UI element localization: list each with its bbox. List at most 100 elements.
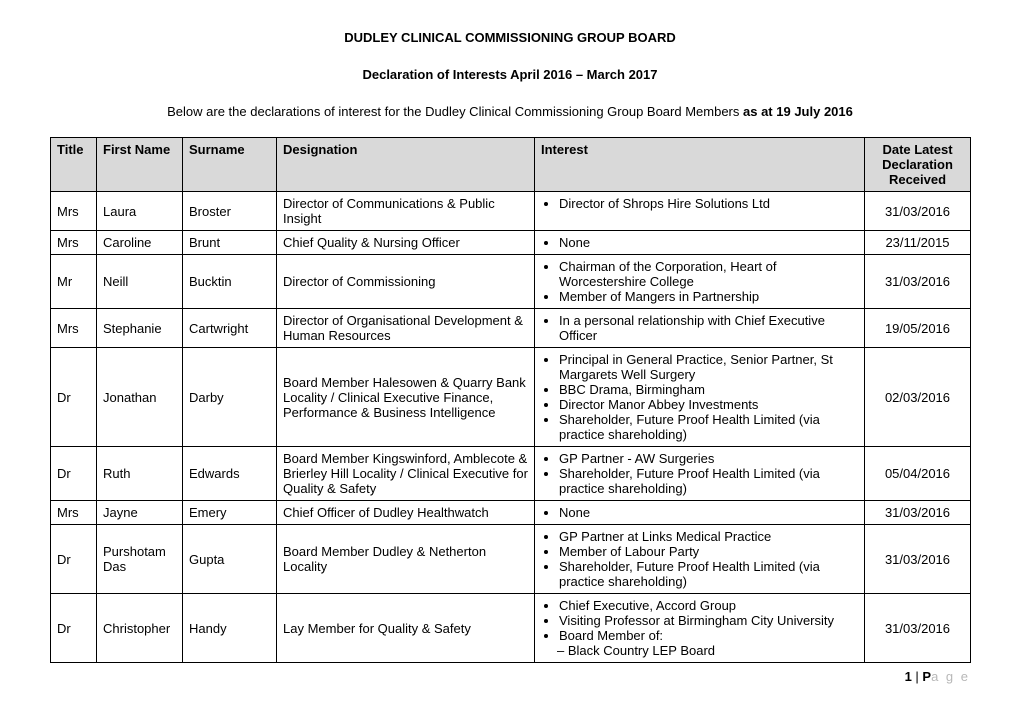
interest-list: GP Partner - AW SurgeriesShareholder, Fu…	[541, 451, 858, 496]
cell-interest: Principal in General Practice, Senior Pa…	[535, 348, 865, 447]
cell: Edwards	[183, 447, 277, 501]
interest-item: BBC Drama, Birmingham	[559, 382, 858, 397]
cell: Director of Communications & Public Insi…	[277, 192, 535, 231]
page-subtitle: Declaration of Interests April 2016 – Ma…	[50, 67, 970, 82]
col-date: Date Latest Declaration Received	[865, 138, 971, 192]
cell: Gupta	[183, 525, 277, 594]
intro-prefix: Below are the declarations of interest f…	[167, 104, 743, 119]
declarations-table: Title First Name Surname Designation Int…	[50, 137, 971, 663]
col-first: First Name	[97, 138, 183, 192]
interest-list: Chief Executive, Accord GroupVisiting Pr…	[541, 598, 858, 643]
footer-age: a g e	[931, 669, 970, 684]
cell: Caroline	[97, 231, 183, 255]
cell: Emery	[183, 501, 277, 525]
table-header-row: Title First Name Surname Designation Int…	[51, 138, 971, 192]
col-designation: Designation	[277, 138, 535, 192]
interest-item: None	[559, 505, 858, 520]
cell: Brunt	[183, 231, 277, 255]
cell: Dr	[51, 348, 97, 447]
interest-list: Chairman of the Corporation, Heart of Wo…	[541, 259, 858, 304]
table-body: MrsLauraBrosterDirector of Communication…	[51, 192, 971, 663]
cell: Dr	[51, 447, 97, 501]
col-surname: Surname	[183, 138, 277, 192]
cell: Handy	[183, 594, 277, 663]
col-interest: Interest	[535, 138, 865, 192]
cell: Chief Quality & Nursing Officer	[277, 231, 535, 255]
cell: 31/03/2016	[865, 255, 971, 309]
interest-item: Director of Shrops Hire Solutions Ltd	[559, 196, 858, 211]
cell-interest: Chairman of the Corporation, Heart of Wo…	[535, 255, 865, 309]
interest-item: Visiting Professor at Birmingham City Un…	[559, 613, 858, 628]
cell-interest: Chief Executive, Accord GroupVisiting Pr…	[535, 594, 865, 663]
cell: Chief Officer of Dudley Healthwatch	[277, 501, 535, 525]
cell: Broster	[183, 192, 277, 231]
intro-text: Below are the declarations of interest f…	[50, 104, 970, 119]
cell: Director of Commissioning	[277, 255, 535, 309]
cell: Director of Organisational Development &…	[277, 309, 535, 348]
interest-list: Principal in General Practice, Senior Pa…	[541, 352, 858, 442]
cell: Lay Member for Quality & Safety	[277, 594, 535, 663]
cell-interest: None	[535, 231, 865, 255]
cell: Dr	[51, 525, 97, 594]
interest-item: Principal in General Practice, Senior Pa…	[559, 352, 858, 382]
cell: Cartwright	[183, 309, 277, 348]
table-row: MrsStephanieCartwrightDirector of Organi…	[51, 309, 971, 348]
table-row: MrsJayneEmeryChief Officer of Dudley Hea…	[51, 501, 971, 525]
interest-item: Shareholder, Future Proof Health Limited…	[559, 412, 858, 442]
interest-item: Member of Labour Party	[559, 544, 858, 559]
col-title: Title	[51, 138, 97, 192]
interest-item: Shareholder, Future Proof Health Limited…	[559, 466, 858, 496]
cell: 31/03/2016	[865, 192, 971, 231]
table-row: MrsLauraBrosterDirector of Communication…	[51, 192, 971, 231]
cell: 31/03/2016	[865, 501, 971, 525]
cell: 31/03/2016	[865, 525, 971, 594]
interest-item: Shareholder, Future Proof Health Limited…	[559, 559, 858, 589]
cell: 05/04/2016	[865, 447, 971, 501]
intro-asat: as at 19 July 2016	[743, 104, 853, 119]
cell: Dr	[51, 594, 97, 663]
cell: 31/03/2016	[865, 594, 971, 663]
cell: Jayne	[97, 501, 183, 525]
cell: Stephanie	[97, 309, 183, 348]
cell: Bucktin	[183, 255, 277, 309]
table-row: MrsCarolineBruntChief Quality & Nursing …	[51, 231, 971, 255]
cell: Neill	[97, 255, 183, 309]
interest-item: Board Member of:	[559, 628, 858, 643]
cell: Board Member Kingswinford, Amblecote & B…	[277, 447, 535, 501]
interest-item: Chief Executive, Accord Group	[559, 598, 858, 613]
interest-item: GP Partner at Links Medical Practice	[559, 529, 858, 544]
cell: Mr	[51, 255, 97, 309]
page-title: DUDLEY CLINICAL COMMISSIONING GROUP BOAR…	[50, 30, 970, 45]
cell-interest: GP Partner - AW SurgeriesShareholder, Fu…	[535, 447, 865, 501]
cell: Mrs	[51, 231, 97, 255]
page-footer: 1 | Pa g e	[50, 669, 970, 684]
cell: 23/11/2015	[865, 231, 971, 255]
cell: Mrs	[51, 192, 97, 231]
interest-list: None	[541, 505, 858, 520]
cell-interest: None	[535, 501, 865, 525]
cell-interest: GP Partner at Links Medical PracticeMemb…	[535, 525, 865, 594]
cell: Darby	[183, 348, 277, 447]
cell: Christopher	[97, 594, 183, 663]
cell: Jonathan	[97, 348, 183, 447]
cell: Mrs	[51, 501, 97, 525]
footer-pagenum: 1	[905, 669, 912, 684]
cell-interest: In a personal relationship with Chief Ex…	[535, 309, 865, 348]
cell: 02/03/2016	[865, 348, 971, 447]
table-row: DrRuthEdwardsBoard Member Kingswinford, …	[51, 447, 971, 501]
interest-list: Director of Shrops Hire Solutions Ltd	[541, 196, 858, 211]
interest-list: GP Partner at Links Medical PracticeMemb…	[541, 529, 858, 589]
interest-list: In a personal relationship with Chief Ex…	[541, 313, 858, 343]
cell: Mrs	[51, 309, 97, 348]
interest-item: In a personal relationship with Chief Ex…	[559, 313, 858, 343]
table-row: MrNeillBucktinDirector of Commissioning C…	[51, 255, 971, 309]
cell: Board Member Halesowen & Quarry Bank Loc…	[277, 348, 535, 447]
table-row: DrChristopherHandyLay Member for Quality…	[51, 594, 971, 663]
interest-sublist: Black Country LEP Board	[541, 643, 858, 658]
interest-item: Chairman of the Corporation, Heart of Wo…	[559, 259, 858, 289]
footer-p: P	[922, 669, 931, 684]
cell: Purshotam Das	[97, 525, 183, 594]
cell: Laura	[97, 192, 183, 231]
cell: Board Member Dudley & Netherton Locality	[277, 525, 535, 594]
interest-item: GP Partner - AW Surgeries	[559, 451, 858, 466]
